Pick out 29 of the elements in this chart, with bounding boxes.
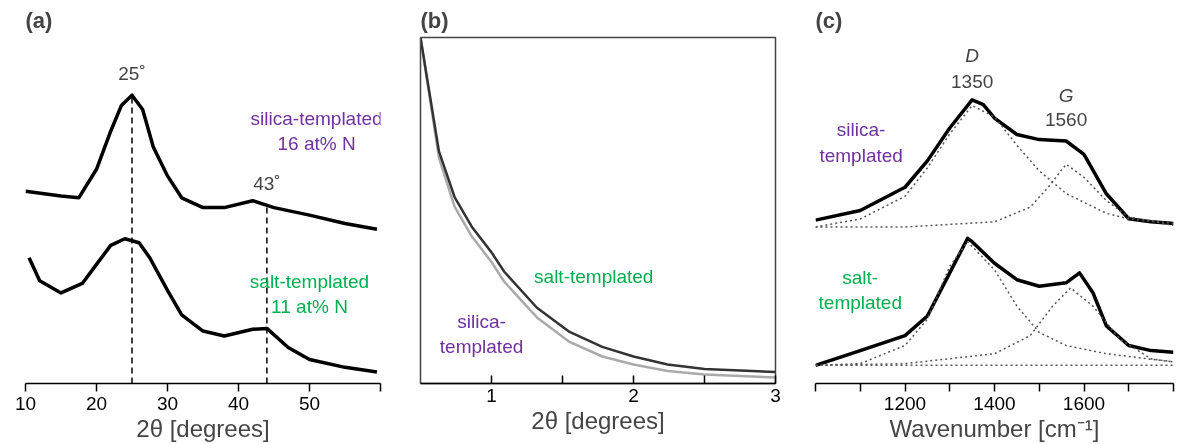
x-tick-label: 50 — [298, 392, 321, 414]
series-label: salt- templated — [818, 266, 902, 314]
chart-title: (c) — [815, 7, 843, 33]
x-tick-label: 3 — [770, 384, 781, 406]
x-tick-label: 1600 — [1062, 392, 1106, 414]
text: D — [965, 44, 980, 66]
text: 1350 — [950, 71, 994, 93]
text: silica-templated 16 at% N — [250, 108, 383, 155]
annotation: 1560 — [1044, 109, 1088, 131]
series-label: salt-templated 11 at% N — [249, 271, 370, 318]
annotation: G — [1058, 84, 1074, 106]
x-axis-title: Wavenumber [cm⁻¹] — [889, 414, 1100, 442]
x-tick-label: 40 — [227, 392, 250, 414]
x-tick-label: 1400 — [973, 392, 1016, 414]
ref-line-label: 43˚ — [253, 172, 281, 194]
x-tick-label: 1200 — [883, 392, 927, 414]
ref-line-label: 25˚ — [118, 62, 146, 84]
series-label: silica- templated — [819, 119, 903, 166]
x-tick-label: 10 — [14, 392, 37, 414]
chart-title: (b) — [420, 7, 449, 33]
chart-title: (a) — [25, 7, 53, 33]
x-axis-title: 2θ [degrees] — [136, 414, 270, 442]
x-tick-label: 20 — [85, 392, 108, 414]
series-label: salt-templated — [534, 265, 654, 287]
x-tick-label: 2 — [628, 384, 639, 406]
x-axis-title: 2θ [degrees] — [531, 406, 665, 434]
x-tick-label: 30 — [156, 392, 179, 414]
x-tick-label: 1 — [486, 384, 497, 406]
series-label: silica- templated — [439, 310, 524, 357]
